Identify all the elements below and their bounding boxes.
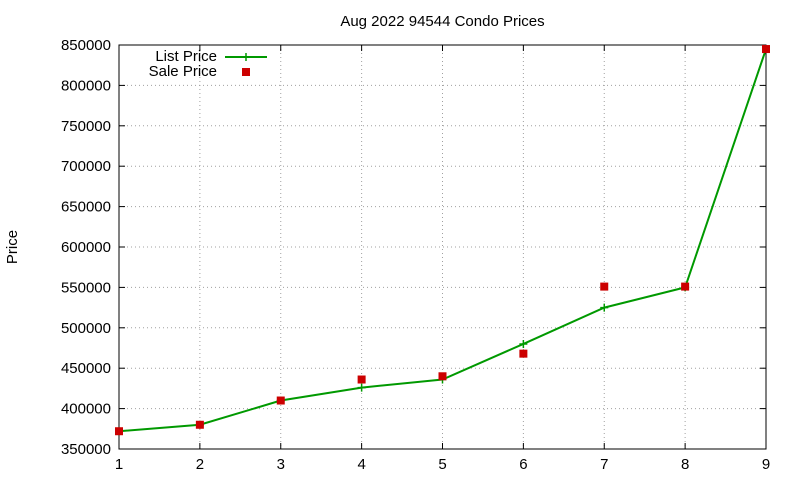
sale-price-point	[276, 396, 285, 405]
legend-marker-list-price	[242, 53, 250, 61]
x-tick-label: 3	[277, 456, 285, 473]
y-tick-label: 700000	[61, 158, 111, 175]
series	[115, 45, 770, 436]
legend: List Price Sale Price	[149, 48, 267, 80]
sale-price-point	[115, 427, 123, 436]
y-tick-label: 450000	[61, 360, 111, 377]
sale-price-point	[600, 282, 609, 291]
sale-price-point	[681, 282, 690, 291]
chart-title: Aug 2022 94544 Condo Prices	[340, 13, 544, 30]
y-tick-label: 750000	[61, 118, 111, 135]
y-axis-ticks: 350000 400000 450000 500000 550000 600000 6500…	[61, 37, 766, 458]
list-price-point	[600, 303, 609, 312]
y-tick-label: 850000	[61, 37, 111, 54]
y-tick-label: 350000	[61, 441, 111, 458]
sale-price-point	[438, 372, 447, 381]
x-tick-label: 8	[681, 456, 689, 473]
x-axis-ticks: 1 2 3 4 5 6 7 8 9	[115, 45, 770, 473]
list-price-point	[519, 339, 528, 348]
list-price-point	[357, 383, 366, 392]
x-tick-label: 1	[115, 456, 123, 473]
y-tick-label: 500000	[61, 320, 111, 337]
sale-price-point	[357, 375, 366, 384]
y-tick-label: 800000	[61, 77, 111, 94]
y-tick-label: 550000	[61, 279, 111, 296]
y-tick-label: 400000	[61, 401, 111, 418]
y-tick-label: 600000	[61, 239, 111, 256]
y-tick-label: 650000	[61, 199, 111, 216]
x-tick-label: 2	[196, 456, 204, 473]
legend-marker-sale-price	[242, 68, 250, 76]
x-tick-label: 9	[762, 456, 770, 473]
x-tick-label: 4	[357, 456, 365, 473]
y-axis-label: Price	[4, 230, 21, 264]
x-tick-label: 6	[519, 456, 527, 473]
legend-label-list-price: List Price	[155, 48, 217, 65]
grid	[118, 44, 767, 450]
sale-price-point	[762, 45, 770, 54]
sale-price-point	[519, 349, 528, 358]
sale-price-point	[195, 420, 204, 429]
x-tick-label: 7	[600, 456, 608, 473]
x-tick-label: 5	[438, 456, 446, 473]
legend-label-sale-price: Sale Price	[149, 63, 217, 80]
